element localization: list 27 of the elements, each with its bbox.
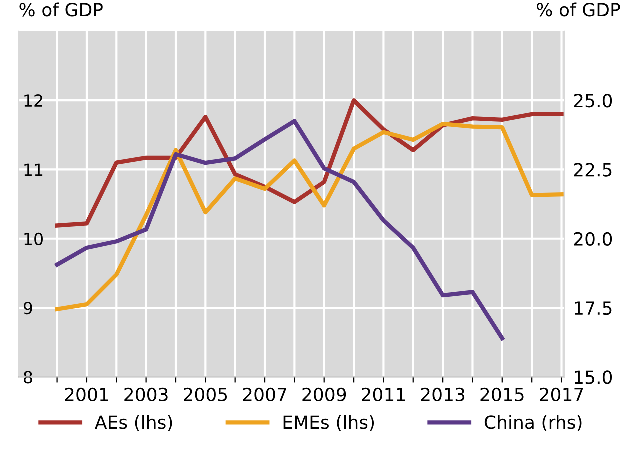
y-tick-label: 10 xyxy=(24,232,43,246)
legend-label: EMEs (lhs) xyxy=(284,415,374,432)
x-tick-label: 2003 xyxy=(124,388,168,402)
x-tick-label: 2001 xyxy=(65,388,108,402)
x-tick-label: 2015 xyxy=(480,388,524,402)
y2-tick-label: 20.0 xyxy=(574,232,612,246)
legend-label: China (rhs) xyxy=(484,415,582,432)
x-tick-label: 2013 xyxy=(421,388,465,402)
y2-tick-label: 25.0 xyxy=(574,94,612,108)
line-series xyxy=(55,122,564,312)
y-tick-label: 9 xyxy=(24,302,32,315)
y2-tick-label: 17.5 xyxy=(575,302,612,316)
y2-tick-label: 15.0 xyxy=(575,370,612,384)
legend-label: AEs (lhs) xyxy=(95,415,172,432)
x-tick-label: 2017 xyxy=(540,388,584,402)
line-series xyxy=(55,98,564,228)
y2-tick-label: 22.5 xyxy=(574,163,612,177)
y-tick-label: 11 xyxy=(24,164,43,176)
x-tick-label: 2007 xyxy=(243,388,286,402)
y-axis-title: % of GDP xyxy=(20,2,103,17)
x-tick-label: 2005 xyxy=(184,388,228,402)
x-tick-label: 2011 xyxy=(362,388,406,402)
x-tick-label: 2009 xyxy=(302,388,346,402)
y-tick-label: 8 xyxy=(24,371,32,384)
y2-axis-title: % of GDP xyxy=(537,2,620,17)
y-tick-label: 12 xyxy=(24,94,42,107)
line-series xyxy=(55,119,504,341)
